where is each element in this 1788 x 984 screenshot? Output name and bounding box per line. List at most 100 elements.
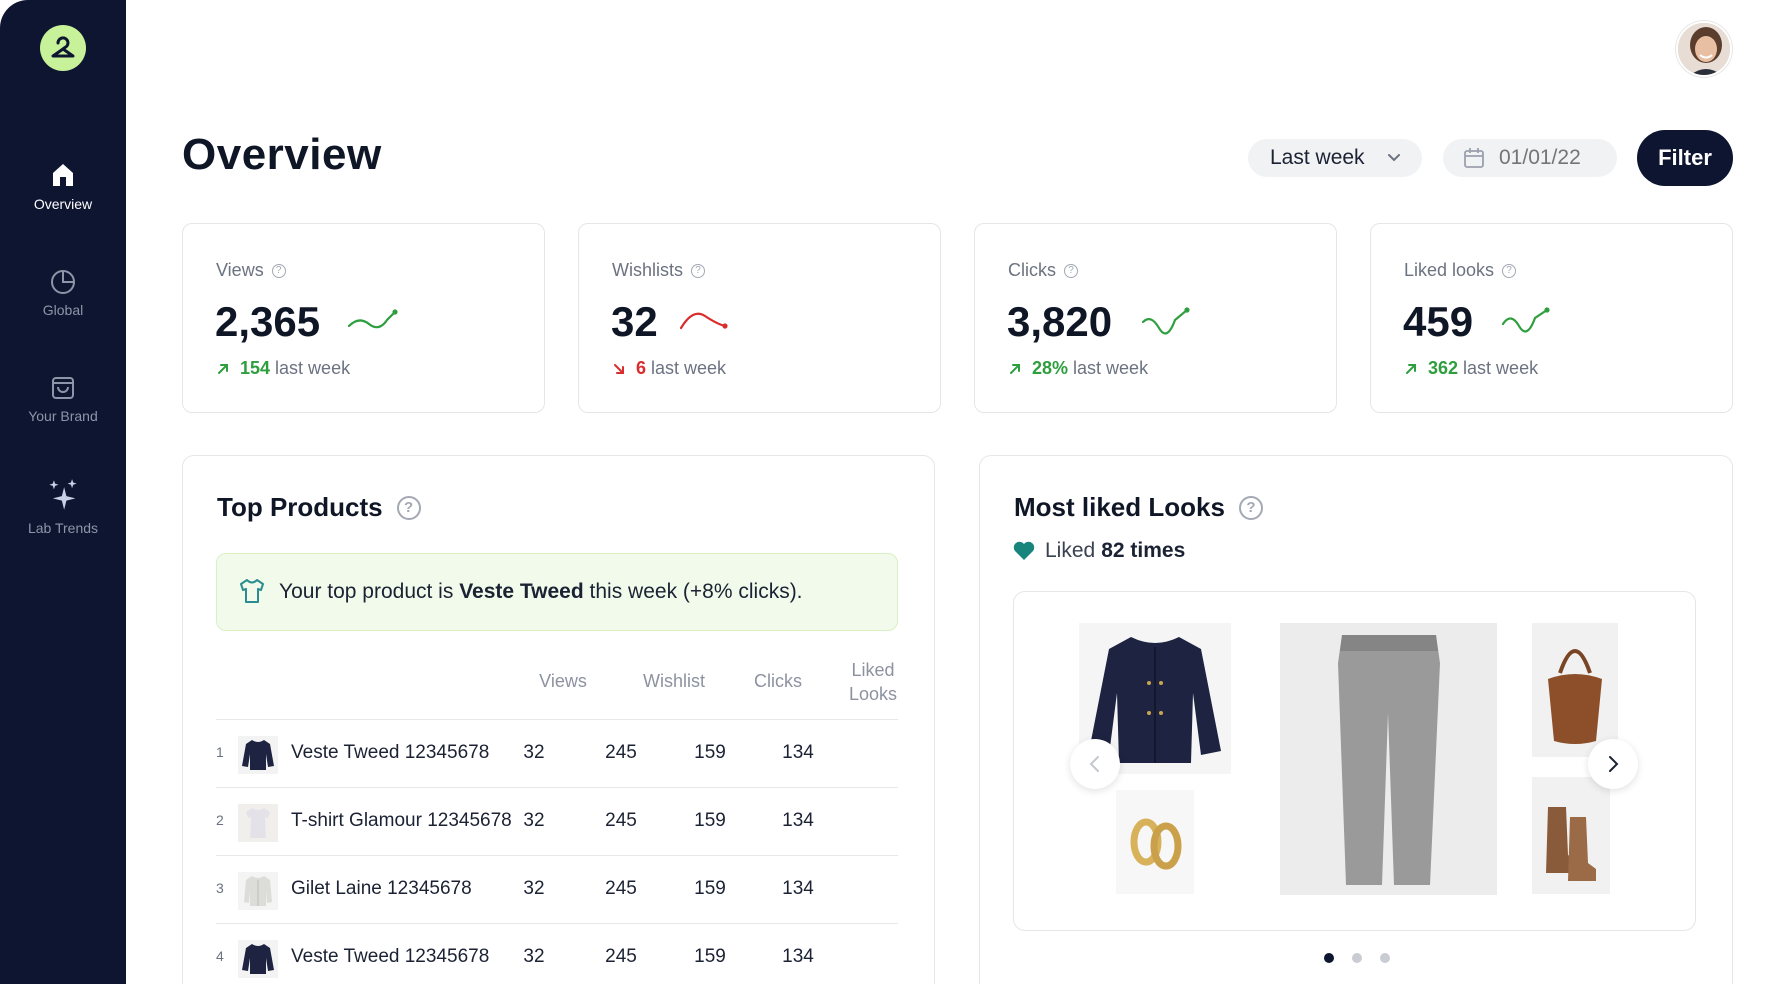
row-rank: 4 (216, 948, 224, 964)
insight-suffix: this week (+8% clicks). (589, 580, 803, 603)
sidebar: Overview Global Your Brand Lab Tren (0, 0, 126, 984)
help-icon[interactable]: ? (1238, 495, 1263, 520)
stat-label: Clicks (1008, 260, 1056, 280)
trend-up-sparkline-icon (1501, 307, 1550, 333)
arrow-up-right-icon (1406, 363, 1416, 374)
stat-value: 459 (1403, 298, 1474, 345)
stat-delta-value: 154 (240, 358, 271, 378)
sidebar-item-overview[interactable]: Overview (0, 160, 126, 212)
stat-label-row: Liked looks ? (1404, 260, 1517, 281)
pie-chart-icon (51, 270, 75, 294)
cardigan-thumbnail-icon (238, 872, 278, 910)
heart-icon (1013, 541, 1035, 560)
liked-count: 82 times (1101, 539, 1186, 562)
brown-bag-image (1532, 623, 1618, 757)
stat-label-row: Wishlists ? (612, 260, 705, 281)
chevron-left-icon (1089, 756, 1099, 772)
hanger-logo-icon (51, 36, 75, 58)
trend-down-sparkline-icon (679, 312, 728, 330)
cell-liked-looks: 134 (782, 742, 814, 763)
cell-views: 32 (523, 878, 545, 899)
period-dropdown[interactable]: Last week (1248, 139, 1422, 177)
cell-wishlist: 245 (605, 810, 637, 831)
column-header-clicks[interactable]: Clicks (754, 671, 802, 691)
cell-wishlist: 245 (605, 946, 637, 967)
table-row[interactable]: 2 T-shirt Glamour 12345678 32 245 159 13… (216, 787, 898, 855)
help-icon[interactable]: ? (271, 263, 286, 278)
brand-logo[interactable] (40, 25, 86, 71)
stat-delta: 28% last week (1008, 358, 1148, 379)
stat-delta-suffix: last week (651, 358, 727, 378)
help-icon[interactable]: ? (1064, 263, 1078, 278)
stat-delta-suffix: last week (1073, 358, 1149, 378)
product-name: Veste Tweed 12345678 (291, 742, 490, 763)
cell-liked-looks: 134 (782, 878, 814, 899)
date-input[interactable] (1443, 139, 1617, 177)
cell-clicks: 159 (694, 742, 726, 763)
cell-clicks: 159 (694, 946, 726, 967)
stat-value: 2,365 (215, 298, 321, 345)
arrow-down-right-icon (614, 363, 624, 374)
help-icon[interactable]: ? (396, 495, 421, 520)
row-rank: 2 (216, 812, 224, 828)
row-rank: 1 (216, 744, 224, 760)
stat-label-row: Views ? (216, 260, 286, 281)
tshirt-icon (240, 579, 264, 603)
table-row[interactable]: 4 Veste Tweed 12345678 32 245 159 134 (216, 923, 898, 984)
help-icon[interactable]: ? (691, 263, 705, 278)
carousel-dot[interactable] (1380, 953, 1390, 963)
product-name: Veste Tweed 12345678 (291, 946, 490, 967)
stat-card-liked-looks: Liked looks ? 459 362 last week (1370, 223, 1733, 413)
liked-count-line: Liked 82 times (1013, 539, 1185, 563)
sidebar-item-your-brand[interactable]: Your Brand (0, 372, 126, 424)
top-products-panel: Top Products ? Your top product is Veste… (182, 455, 935, 984)
cell-wishlist: 245 (605, 878, 637, 899)
cell-views: 32 (523, 946, 545, 967)
looks-carousel (1013, 591, 1696, 931)
stat-label-row: Clicks ? (1008, 260, 1078, 281)
tshirt-thumbnail-icon (238, 804, 278, 842)
carousel-dot[interactable] (1352, 953, 1362, 963)
help-icon[interactable]: ? (1502, 263, 1517, 278)
chevron-right-icon (1609, 756, 1619, 772)
carousel-dot[interactable] (1324, 953, 1334, 963)
sidebar-item-label: Your Brand (28, 408, 98, 424)
insight-product: Veste Tweed (459, 580, 584, 603)
most-liked-looks-panel: Most liked Looks ? Liked 82 times (979, 455, 1733, 984)
home-icon (53, 164, 73, 186)
carousel-next-button[interactable] (1588, 739, 1638, 789)
top-product-insight: Your top product is Veste Tweed this wee… (216, 553, 898, 631)
column-header-liked-looks[interactable]: Liked Looks (848, 660, 898, 704)
stat-delta: 154 last week (216, 358, 350, 379)
stat-card-views: Views ? 2,365 154 last week (182, 223, 545, 413)
table-row[interactable]: 3 Gilet Laine 12345678 32 245 159 134 (216, 855, 898, 923)
cell-clicks: 159 (694, 810, 726, 831)
carousel-prev-button[interactable] (1070, 739, 1120, 789)
chevron-down-icon (1388, 154, 1400, 162)
user-avatar[interactable] (1676, 21, 1732, 77)
stat-delta: 362 last week (1404, 358, 1538, 379)
stat-label: Views (216, 260, 264, 280)
cell-views: 32 (523, 810, 545, 831)
period-dropdown-value: Last week (1270, 146, 1365, 169)
column-header-views[interactable]: Views (539, 671, 587, 691)
sidebar-item-label: Global (42, 302, 84, 318)
stat-delta-suffix: last week (1463, 358, 1539, 378)
sparkles-icon (49, 479, 77, 510)
filter-button[interactable]: Filter (1637, 130, 1733, 186)
arrow-up-right-icon (1010, 363, 1020, 374)
tweed-jacket-image (1079, 623, 1231, 774)
grey-jeans-image (1280, 623, 1497, 895)
sidebar-item-global[interactable]: Global (0, 266, 126, 318)
stat-delta-value: 362 (1428, 358, 1459, 378)
calendar-icon (1464, 148, 1484, 168)
cell-liked-looks: 134 (782, 810, 814, 831)
column-header-wishlist[interactable]: Wishlist (643, 671, 705, 691)
jacket-thumbnail-icon (238, 736, 278, 774)
stat-delta-suffix: last week (275, 358, 351, 378)
cell-clicks: 159 (694, 878, 726, 899)
panel-title: Top Products (217, 492, 383, 522)
page-title: Overview (182, 130, 382, 179)
table-row[interactable]: 1 Veste Tweed 12345678 32 245 159 134 (216, 719, 898, 787)
sidebar-item-lab-trends[interactable]: Lab Trends (0, 476, 126, 536)
